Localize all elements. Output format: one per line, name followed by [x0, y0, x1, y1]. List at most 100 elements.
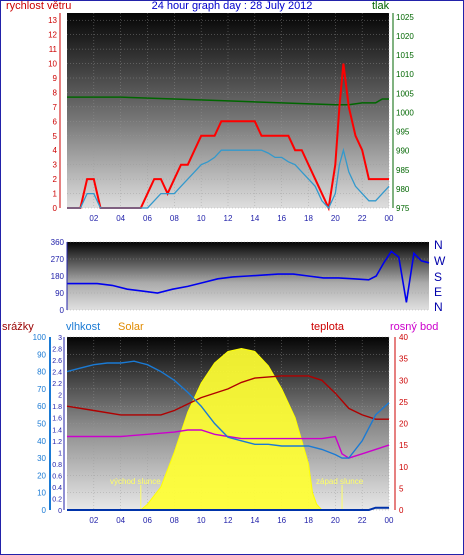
pressure-tick-label: 975	[396, 204, 410, 213]
x-tick-label: 18	[304, 516, 313, 525]
pressure-tick-label: 1005	[396, 89, 414, 98]
x-tick-label: 14	[250, 516, 259, 525]
humidity-tick-label: 70	[37, 385, 46, 394]
wind-tick-label: 1	[53, 190, 58, 199]
rain-tick-label: 2.2	[52, 381, 62, 388]
rain-tick-label: 3	[58, 335, 62, 342]
pressure-title: tlak	[372, 0, 390, 12]
x-tick-label: 20	[331, 214, 340, 223]
solar-area	[139, 347, 324, 511]
rain-tick-label: 1	[58, 450, 62, 457]
pressure-tick-label: 1015	[396, 51, 414, 60]
compass-label: W	[434, 254, 446, 268]
humidity-tick-label: 90	[37, 350, 46, 359]
pressure-tick-label: 1020	[396, 32, 414, 41]
temperature-tick-label: 20	[399, 420, 408, 429]
x-tick-label: 12	[224, 214, 233, 223]
x-tick-label: 18	[304, 214, 313, 223]
compass-label: N	[434, 238, 443, 252]
wind-tick-label: 11	[49, 45, 58, 54]
humidity-tick-label: 60	[37, 402, 46, 411]
rain-tick-label: 0.8	[52, 462, 62, 469]
rain-tick-label: 2	[58, 393, 62, 400]
rain-tick-label: 0.4	[52, 485, 62, 492]
x-tick-label: 00	[385, 214, 394, 223]
x-tick-label: 04	[116, 214, 125, 223]
compass-label: E	[434, 285, 442, 299]
humidity-tick-label: 20	[37, 471, 46, 480]
x-tick-label: 20	[331, 516, 340, 525]
x-tick-label: 12	[224, 516, 233, 525]
wind-panel-marks	[67, 63, 390, 212]
sunrise-label: východ slunce	[110, 477, 161, 486]
rain-tick-label: 2.6	[52, 358, 62, 365]
wind-panel-axes: 0123456789101112139759809859909951000100…	[48, 13, 414, 223]
temperature-line	[66, 375, 389, 420]
wind-tick-label: 4	[53, 146, 58, 155]
direction-tick-label: 180	[51, 272, 65, 281]
x-tick-label: 10	[197, 214, 206, 223]
x-tick-label: 16	[277, 516, 286, 525]
humidity-tick-label: 10	[37, 489, 46, 498]
temperature-tick-label: 40	[399, 333, 408, 342]
rain-tick-label: 1.6	[52, 416, 62, 423]
rain-tick-label: 1.8	[52, 404, 62, 411]
direction-tick-label: 90	[55, 289, 64, 298]
wind-pressure-panel: 0123456789101112139759809859909951000100…	[48, 13, 414, 223]
wind-tick-label: 3	[53, 161, 58, 170]
dew-point-title: rosný bod	[390, 321, 438, 333]
rain-tick-label: 1.2	[52, 439, 62, 446]
wind-tick-label: 8	[53, 88, 58, 97]
pressure-tick-label: 1010	[396, 70, 414, 79]
temperature-tick-label: 35	[399, 355, 408, 364]
pressure-tick-label: 995	[396, 128, 410, 137]
pressure-tick-label: 1025	[396, 13, 414, 22]
climate-panel-axes: 010203040506070809010000.20.40.60.811.21…	[33, 333, 409, 525]
humidity-line	[66, 360, 390, 459]
pressure-tick-label: 980	[396, 185, 410, 194]
humidity-tick-label: 40	[37, 437, 46, 446]
wind-tick-label: 10	[48, 60, 57, 69]
temperature-tick-label: 10	[399, 463, 408, 472]
rain-line	[67, 506, 389, 511]
wind-average-line	[67, 147, 390, 210]
direction-tick-label: 270	[51, 255, 65, 264]
chart-title: 24 hour graph day : 28 July 2012	[152, 0, 313, 12]
wind-tick-label: 0	[53, 204, 58, 213]
wind-tick-label: 6	[53, 117, 58, 126]
wind-panel-grid	[67, 13, 390, 209]
humidity-tick-label: 100	[33, 333, 47, 342]
pressure-line	[67, 96, 389, 106]
rain-tick-label: 0	[58, 508, 62, 515]
sunset-label: západ slunce	[316, 477, 364, 486]
wind-tick-label: 12	[48, 31, 57, 40]
humidity-tick-label: 0	[42, 506, 47, 515]
climate-panel-marks	[66, 347, 390, 511]
dew-point-line	[67, 429, 390, 459]
pressure-tick-label: 985	[396, 166, 410, 175]
temperature-title: teplota	[311, 321, 345, 333]
pressure-tick-label: 990	[396, 147, 410, 156]
wind-tick-label: 2	[53, 175, 58, 184]
x-tick-label: 06	[143, 214, 152, 223]
rain-title: srážky	[2, 321, 34, 333]
humidity-tick-label: 50	[37, 420, 46, 429]
x-tick-label: 16	[277, 214, 286, 223]
rain-tick-label: 2.8	[52, 347, 62, 354]
rain-tick-label: 2.4	[52, 370, 62, 377]
climate-panel: srážky vlhkost Solar teplota rosný bod 0…	[2, 321, 438, 525]
x-tick-label: 04	[116, 516, 125, 525]
x-tick-label: 02	[89, 516, 98, 525]
temperature-tick-label: 25	[399, 398, 408, 407]
temperature-tick-label: 0	[399, 506, 404, 515]
compass-label: S	[434, 270, 442, 284]
pressure-tick-label: 1000	[396, 108, 414, 117]
wind-speed-title: rychlost větru	[6, 0, 71, 12]
wind-tick-label: 7	[53, 103, 58, 112]
wind-direction-line	[67, 250, 430, 303]
rain-tick-label: 0.2	[52, 496, 62, 503]
humidity-tick-label: 80	[37, 368, 46, 377]
x-tick-label: 14	[250, 214, 259, 223]
